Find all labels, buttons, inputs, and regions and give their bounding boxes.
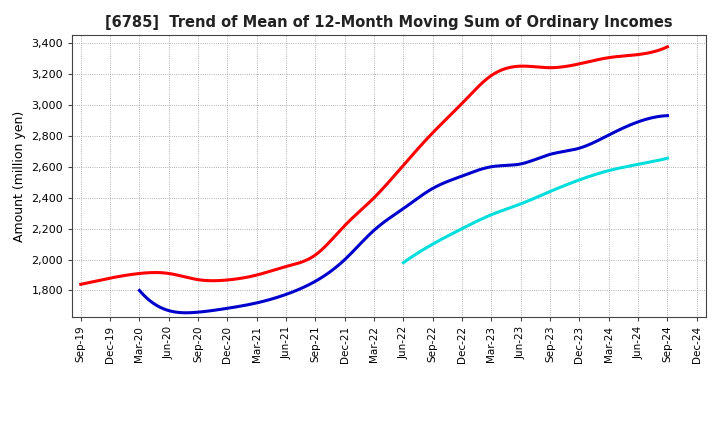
- Legend: 3 Years, 5 Years, 7 Years, 10 Years: 3 Years, 5 Years, 7 Years, 10 Years: [192, 434, 585, 440]
- Y-axis label: Amount (million yen): Amount (million yen): [13, 110, 26, 242]
- Title: [6785]  Trend of Mean of 12-Month Moving Sum of Ordinary Incomes: [6785] Trend of Mean of 12-Month Moving …: [105, 15, 672, 30]
